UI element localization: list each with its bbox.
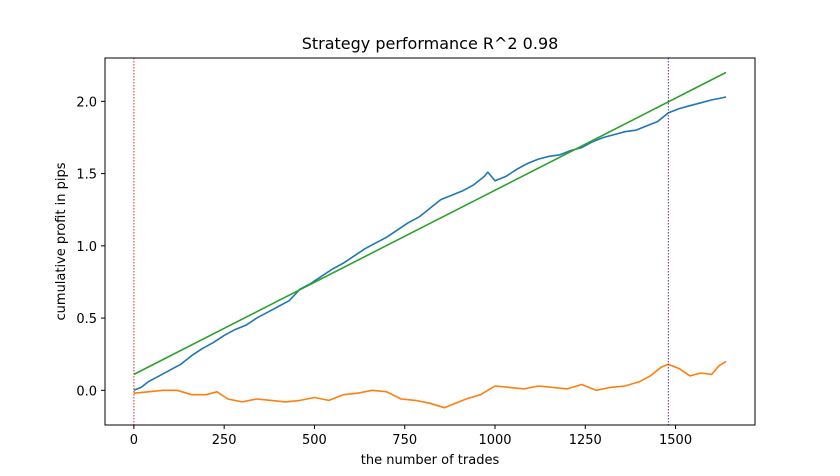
y-tick-label: 0.0 [76, 384, 97, 399]
y-ticks: 0.0 0.5 1.0 1.5 2.0 [76, 95, 105, 399]
y-tick-label: 2.0 [76, 95, 97, 110]
axes-frame [104, 57, 756, 426]
reference-lines [133, 58, 669, 425]
series-line-2 [133, 360, 727, 409]
x-tick-label: 500 [302, 433, 327, 448]
y-axis-label: cumulative profit in pips [54, 162, 69, 320]
y-tick-label: 0.5 [76, 312, 97, 327]
series-line-3 [133, 71, 727, 376]
series-line-1 [133, 96, 727, 392]
x-axis-label: the number of trades [361, 453, 500, 468]
x-tick-label: 0 [130, 433, 138, 448]
x-tick-label: 1000 [478, 433, 511, 448]
x-tick-label: 1500 [659, 433, 692, 448]
y-tick-label: 1.0 [76, 240, 97, 255]
x-ticks: 0 250 500 750 1000 1250 1500 [130, 425, 692, 448]
chart-title: Strategy performance R^2 0.98 [302, 34, 559, 53]
y-tick-label: 1.5 [76, 168, 97, 183]
x-tick-label: 750 [392, 433, 417, 448]
x-tick-label: 250 [212, 433, 237, 448]
series-layer [133, 71, 727, 409]
x-tick-label: 1250 [569, 433, 602, 448]
